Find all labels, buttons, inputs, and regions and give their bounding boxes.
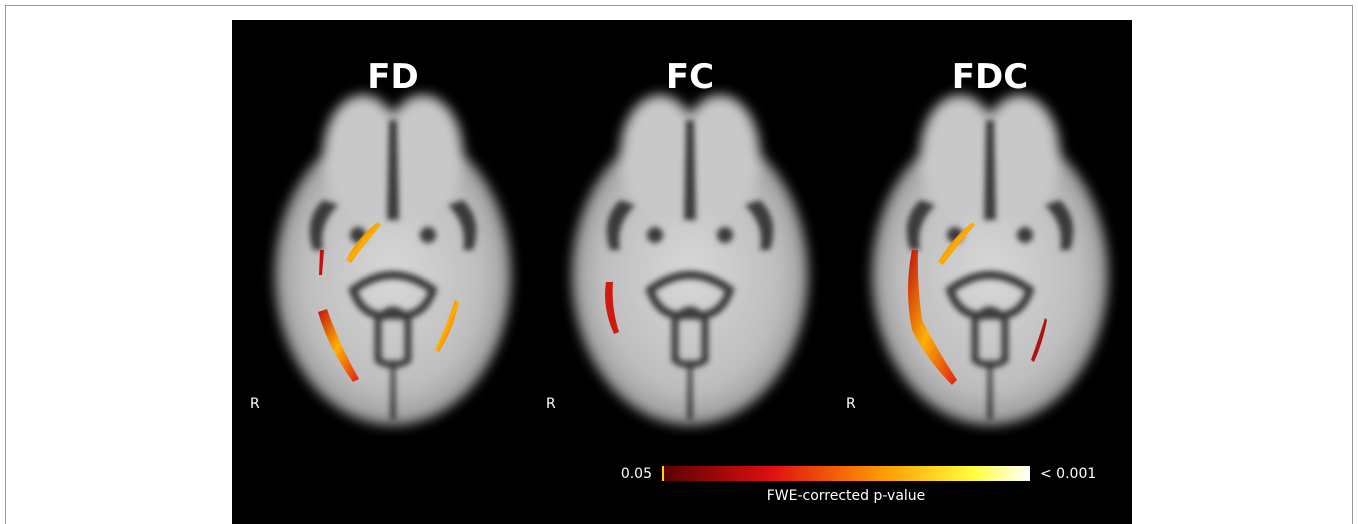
panel-title: FD bbox=[367, 57, 418, 97]
side-label: R bbox=[250, 396, 260, 412]
figure-canvas: FD FC FDC R R R 0.05 < 0.001 FWE-correct… bbox=[0, 0, 1358, 524]
figure: FD FC FDC R R R 0.05 < 0.001 FWE-correct… bbox=[0, 0, 1358, 524]
colorbar bbox=[662, 466, 1030, 481]
panel-title: FC bbox=[666, 57, 714, 97]
side-label: R bbox=[846, 396, 856, 412]
panel-title: FDC bbox=[952, 57, 1028, 97]
colorbar-caption: FWE-corrected p-value bbox=[767, 488, 926, 504]
colorbar-min-label: 0.05 bbox=[621, 466, 652, 482]
colorbar-edge bbox=[662, 466, 664, 481]
side-label: R bbox=[546, 396, 556, 412]
colorbar-max-label: < 0.001 bbox=[1040, 466, 1096, 482]
